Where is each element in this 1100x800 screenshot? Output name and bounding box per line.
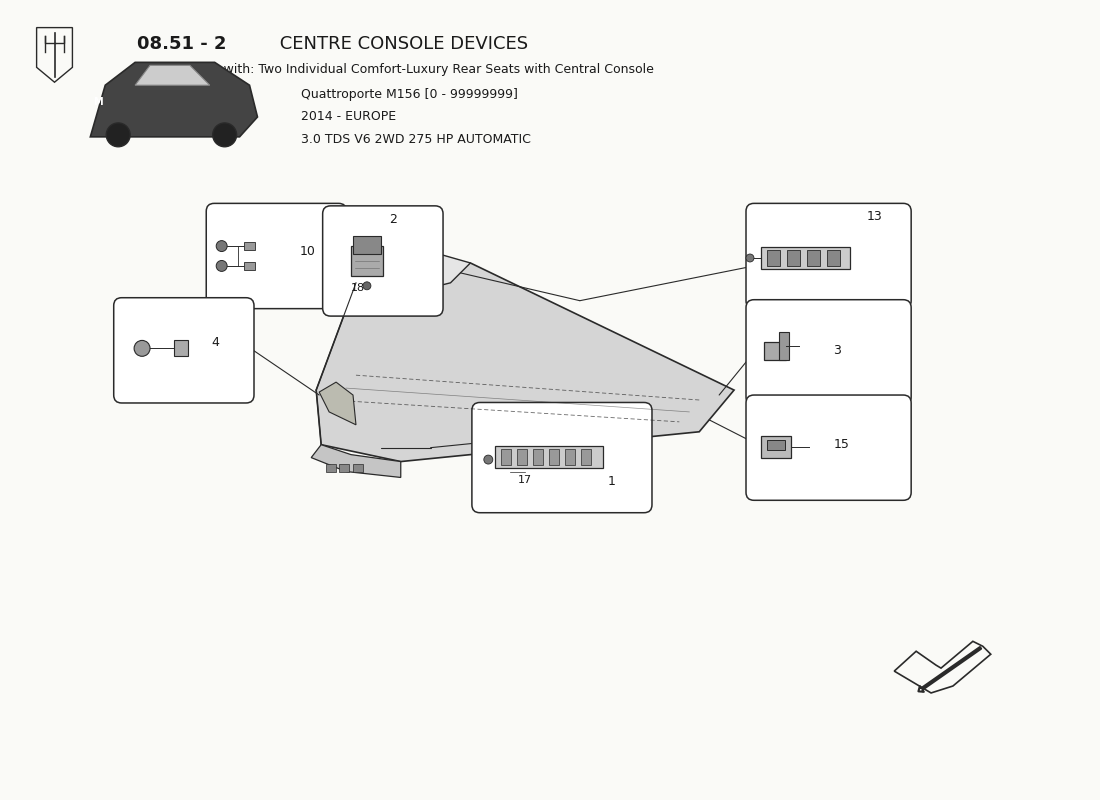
Text: 2: 2 [388,213,397,226]
FancyBboxPatch shape [746,300,911,405]
Text: Quattroporte M156 [0 - 99999999]: Quattroporte M156 [0 - 99999999] [301,88,518,101]
Polygon shape [36,28,73,82]
Bar [353,236,381,254]
Bar [517,449,527,465]
Bar [786,250,800,266]
FancyBboxPatch shape [206,203,346,309]
Bar [339,463,349,471]
Text: CENTRE CONSOLE DEVICES: CENTRE CONSOLE DEVICES [274,35,528,54]
FancyBboxPatch shape [113,298,254,403]
Circle shape [212,123,236,146]
Circle shape [134,341,150,356]
Bar [779,333,789,360]
FancyBboxPatch shape [746,395,911,500]
Bar [502,449,512,465]
Bar [565,449,575,465]
Bar [326,463,337,471]
Polygon shape [311,445,400,478]
Bar [763,342,785,360]
Bar [174,341,188,356]
Circle shape [217,261,227,271]
FancyBboxPatch shape [472,402,652,513]
Text: 10: 10 [299,245,315,258]
Polygon shape [316,263,734,462]
Bar [549,449,559,465]
Bar [495,446,603,467]
Circle shape [107,123,130,146]
Circle shape [217,241,227,251]
Bar [761,247,850,269]
Circle shape [484,455,493,464]
Bar [767,440,784,450]
Bar [534,449,543,465]
Text: 2014 - EUROPE: 2014 - EUROPE [301,110,396,123]
Polygon shape [894,642,991,693]
FancyBboxPatch shape [746,203,911,309]
Polygon shape [319,382,356,425]
Bar [826,250,839,266]
Text: 18: 18 [351,283,365,293]
Circle shape [363,282,371,290]
FancyBboxPatch shape [322,206,443,316]
Text: 1: 1 [607,475,616,489]
Text: 13: 13 [867,210,882,222]
Text: 17: 17 [518,475,532,486]
Bar [351,246,383,276]
Text: Not available with: Two Individual Comfort-Luxury Rear Seats with Central Consol: Not available with: Two Individual Comfo… [138,63,654,76]
Text: 3: 3 [834,344,842,357]
Bar [581,449,591,465]
Circle shape [746,254,754,262]
Text: 15: 15 [834,438,849,451]
Bar [243,242,255,250]
Text: M: M [94,97,103,107]
Bar [806,250,820,266]
Text: 4: 4 [211,336,220,349]
Polygon shape [135,66,210,86]
Bar [243,262,255,270]
Bar [761,436,791,458]
Bar [353,463,363,471]
Polygon shape [90,62,257,137]
Bar [767,250,780,266]
Polygon shape [356,253,471,293]
Text: 3.0 TDS V6 2WD 275 HP AUTOMATIC: 3.0 TDS V6 2WD 275 HP AUTOMATIC [301,134,531,146]
Text: 08.51 - 2: 08.51 - 2 [138,35,227,54]
